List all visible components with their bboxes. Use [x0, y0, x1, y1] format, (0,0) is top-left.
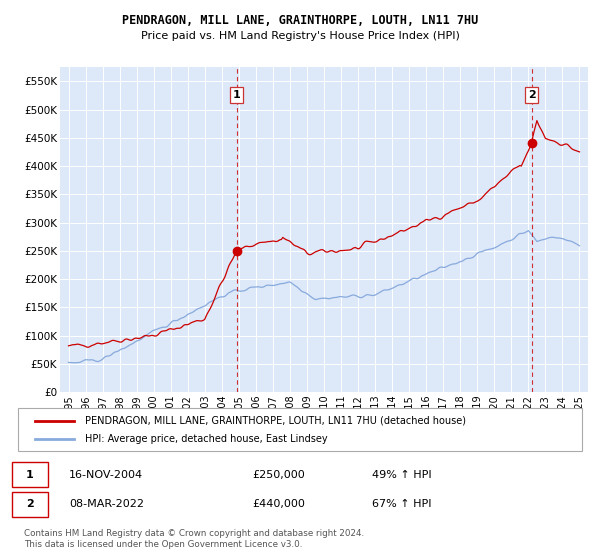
Text: 08-MAR-2022: 08-MAR-2022 [69, 500, 144, 509]
Text: 16-NOV-2004: 16-NOV-2004 [69, 470, 143, 479]
Text: Contains HM Land Registry data © Crown copyright and database right 2024.
This d: Contains HM Land Registry data © Crown c… [24, 529, 364, 549]
FancyBboxPatch shape [19, 408, 581, 451]
Text: 67% ↑ HPI: 67% ↑ HPI [372, 500, 431, 509]
Text: 2: 2 [528, 90, 535, 100]
Text: 1: 1 [26, 470, 34, 479]
Text: HPI: Average price, detached house, East Lindsey: HPI: Average price, detached house, East… [85, 434, 328, 444]
Text: £250,000: £250,000 [252, 470, 305, 479]
Text: 49% ↑ HPI: 49% ↑ HPI [372, 470, 431, 479]
Text: £440,000: £440,000 [252, 500, 305, 509]
FancyBboxPatch shape [12, 492, 48, 517]
Text: Price paid vs. HM Land Registry's House Price Index (HPI): Price paid vs. HM Land Registry's House … [140, 31, 460, 41]
Text: PENDRAGON, MILL LANE, GRAINTHORPE, LOUTH, LN11 7HU: PENDRAGON, MILL LANE, GRAINTHORPE, LOUTH… [122, 14, 478, 27]
FancyBboxPatch shape [12, 462, 48, 487]
Text: 2: 2 [26, 500, 34, 509]
Text: 1: 1 [233, 90, 241, 100]
Text: PENDRAGON, MILL LANE, GRAINTHORPE, LOUTH, LN11 7HU (detached house): PENDRAGON, MILL LANE, GRAINTHORPE, LOUTH… [85, 416, 466, 426]
